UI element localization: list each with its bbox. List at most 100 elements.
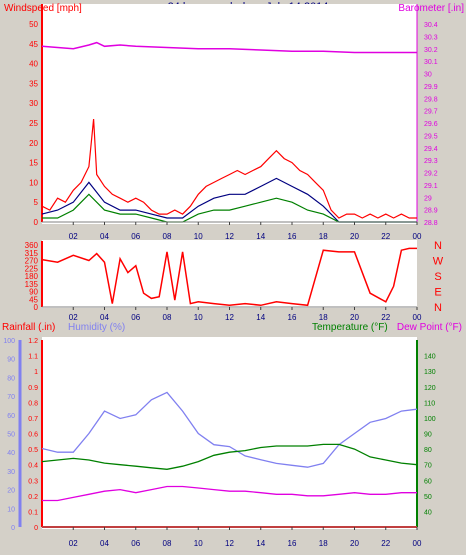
x-tick-label: 06 (131, 539, 140, 548)
direction-y-tick-label: 45 (29, 295, 38, 304)
rain-y-tick-label: 1.2 (28, 338, 38, 345)
panel-rain-plot-area (42, 337, 417, 529)
x-tick-label: 14 (256, 313, 265, 322)
x-tick-label: 10 (194, 232, 203, 241)
barometer-y-tick-label: 28.9 (424, 208, 438, 215)
series-wind-direction (41, 247, 417, 307)
x-tick-label: 16 (288, 232, 297, 241)
barometer-y-tick-label: 29.7 (424, 109, 438, 116)
x-tick-label: 08 (163, 232, 172, 241)
barometer-y-tick-label: 30.3 (424, 34, 438, 41)
wind-chart: 0 5 10 15 20 25 30 35 40 45 50 28.8 28.9 29 29.1 29.2 29… (29, 4, 438, 241)
compass-label: N (434, 240, 442, 252)
direction-y-tick-label: 270 (25, 257, 39, 266)
x-tick-label: 20 (350, 539, 359, 548)
rain-humidity-temp-chart: 010203040506070809010000.10.20.30.40.50.… (3, 338, 435, 548)
humidity-y-tick-label: 30 (7, 469, 15, 476)
x-tick-label: 20 (350, 313, 359, 322)
direction-y-tick-label: 135 (25, 280, 39, 289)
temp-y-tick-label: 80 (424, 447, 432, 454)
temp-y-tick-label: 60 (424, 478, 432, 485)
wind-y-tick-label: 20 (29, 139, 38, 148)
x-tick-label: 04 (100, 539, 109, 548)
x-tick-label: 00 (413, 313, 422, 322)
humidity-y-tick-label: 60 (7, 413, 15, 420)
barometer-y-tick-label: 30.1 (424, 59, 438, 66)
barometer-y-tick-label: 29.8 (424, 96, 438, 103)
humidity-y-tick-label: 70 (7, 394, 15, 401)
wind-y-tick-label: 25 (29, 119, 38, 128)
temp-y-tick-label: 90 (424, 432, 432, 439)
x-tick-label: 04 (100, 232, 109, 241)
x-tick-label: 12 (225, 313, 234, 322)
rain-y-tick-label: 0 (34, 525, 38, 532)
temp-y-tick-label: 50 (424, 494, 432, 501)
humidity-y-tick-label: 0 (11, 525, 15, 532)
humidity-y-tick-label: 90 (7, 357, 15, 364)
wind-y-tick-label: 45 (29, 40, 38, 49)
series-barometer (41, 41, 417, 54)
barometer-y-tick-label: 29.3 (424, 158, 438, 165)
direction-y-tick-label: 360 (25, 241, 39, 250)
x-tick-label: 04 (100, 313, 109, 322)
compass-label: W (433, 256, 444, 268)
wind-y-tick-label: 35 (29, 79, 38, 88)
humidity-y-tick-label: 10 (7, 506, 15, 513)
x-tick-label: 06 (131, 313, 140, 322)
rain-y-tick-label: 1.1 (28, 354, 38, 361)
x-tick-label: 00 (413, 539, 422, 548)
series-windspeed (41, 118, 417, 219)
panel-wind-plot-area (42, 4, 417, 224)
compass-label: N (434, 302, 442, 314)
series-dew-point (42, 485, 417, 502)
temp-y-tick-label: 40 (424, 509, 432, 516)
wind-y-tick-label: 30 (29, 99, 38, 108)
wind-y-tick-label: 10 (29, 178, 38, 187)
x-tick-label: 16 (288, 313, 297, 322)
humidity-axis-label: Humidity (%) (68, 322, 125, 333)
x-tick-label: 12 (225, 539, 234, 548)
humidity-y-tick-label: 80 (7, 375, 15, 382)
rain-y-tick-label: 0.2 (28, 494, 38, 501)
barometer-y-tick-label: 29.5 (424, 133, 438, 140)
direction-y-tick-label: 180 (25, 272, 39, 281)
barometer-y-tick-label: 29 (424, 195, 432, 202)
temp-y-tick-label: 70 (424, 463, 432, 470)
series-temperature (41, 443, 418, 470)
x-tick-label: 08 (163, 539, 172, 548)
x-tick-label: 02 (69, 313, 78, 322)
barometer-y-tick-label: 30 (424, 72, 432, 79)
wind-y-tick-label: 15 (29, 159, 38, 168)
panel-direction-plot-area (42, 240, 417, 308)
x-tick-label: 18 (319, 232, 328, 241)
compass-label: E (434, 287, 441, 299)
x-tick-label: 10 (194, 313, 203, 322)
x-tick-label: 02 (69, 539, 78, 548)
barometer-y-tick-label: 29.6 (424, 121, 438, 128)
x-tick-label: 06 (131, 232, 140, 241)
rain-y-tick-label: 0.6 (28, 432, 38, 439)
x-tick-label: 18 (319, 313, 328, 322)
barometer-y-tick-label: 29.1 (424, 183, 438, 190)
x-tick-label: 22 (381, 313, 390, 322)
x-tick-label: 18 (319, 539, 328, 548)
compass-label: S (434, 271, 441, 283)
x-tick-label: 14 (256, 539, 265, 548)
temperature-axis-label: Temperature (°F) (312, 322, 388, 333)
series-humidity (41, 391, 418, 468)
direction-y-tick-label: 315 (25, 249, 39, 258)
rain-y-tick-label: 0.9 (28, 385, 38, 392)
x-tick-label: 16 (288, 539, 297, 548)
dewpoint-axis-label: Dew Point (°F) (397, 322, 462, 333)
temp-y-tick-label: 120 (424, 385, 436, 392)
rain-y-tick-label: 1 (34, 369, 38, 376)
temp-y-tick-label: 140 (424, 354, 436, 361)
wind-y-tick-label: 50 (29, 20, 38, 29)
direction-y-tick-label: 90 (29, 288, 38, 297)
x-tick-label: 20 (350, 232, 359, 241)
temp-y-tick-label: 100 (424, 416, 436, 423)
barometer-axis-label: Barometer [.in] (398, 3, 464, 14)
direction-y-tick-label: 0 (34, 303, 39, 312)
rain-y-tick-label: 0.1 (28, 509, 38, 516)
